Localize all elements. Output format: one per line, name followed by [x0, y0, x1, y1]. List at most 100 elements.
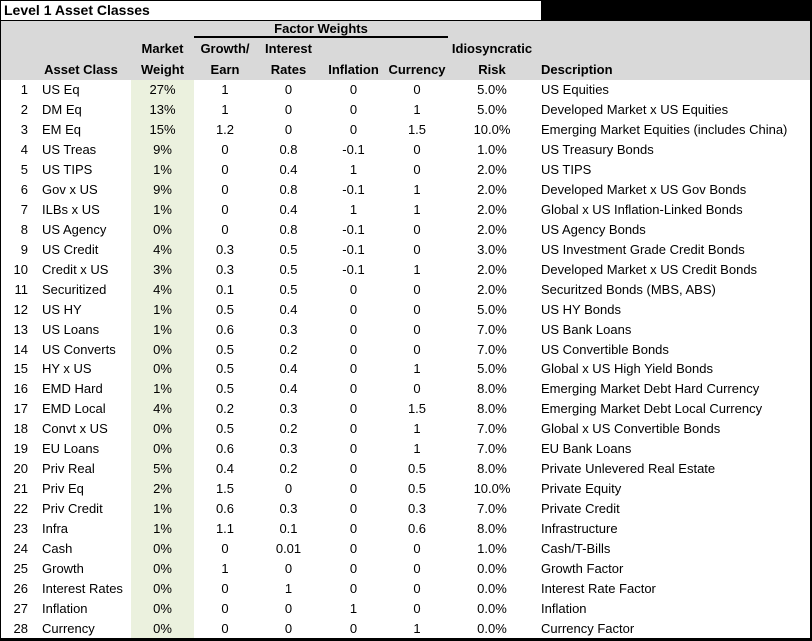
interest-rates-cell: 0 — [284, 600, 293, 616]
row-number: 14 — [13, 341, 28, 357]
currency-cell: 0 — [413, 82, 421, 98]
currency-cell: 1 — [413, 182, 421, 198]
interest-rates-cell: 0.5 — [279, 281, 298, 297]
growth-earn-cell: 0.2 — [215, 401, 235, 417]
table-row: 22 Priv Credit 1% 0.6 0.3 0 0.3 7.0% Pri… — [1, 498, 810, 519]
description-cell: Emerging Market Debt Local Currency — [541, 401, 763, 417]
table-row: 3 EM Eq 15% 1.2 0 0 1.5 10.0% Emerging M… — [1, 119, 810, 140]
market-weight-cell: 1% — [131, 199, 194, 220]
inflation-cell: 0 — [349, 361, 358, 377]
table-row: 16 EMD Hard 1% 0.5 0.4 0 0 8.0% Emerging… — [1, 378, 810, 399]
interest-rates-cell: 0.2 — [279, 341, 298, 357]
table-row: 21 Priv Eq 2% 1.5 0 0 0.5 10.0% Private … — [1, 478, 810, 499]
row-number: 28 — [13, 620, 28, 636]
growth-earn-cell: 0 — [221, 182, 229, 198]
table-row: 5 US TIPS 1% 0 0.4 1 0 2.0% US TIPS — [1, 159, 810, 180]
row-number: 13 — [13, 321, 28, 337]
row-number: 9 — [20, 241, 28, 257]
asset-class-cell: Interest Rates — [42, 580, 123, 596]
asset-class-cell: EMD Hard — [42, 381, 103, 397]
row-number: 11 — [14, 281, 29, 297]
growth-earn-cell: 0 — [221, 202, 229, 218]
interest-rates-cell: 0.5 — [279, 261, 298, 277]
market-weight-cell: 0% — [131, 558, 194, 579]
idiosyncratic-risk-cell: 2.0% — [477, 281, 507, 297]
market-weight-cell: 9% — [131, 139, 194, 160]
growth-earn-cell: 0.1 — [215, 281, 235, 297]
table-row: 23 Infra 1% 1.1 0.1 0 0.6 8.0% Infrastru… — [1, 518, 810, 539]
description-cell: Global x US Inflation-Linked Bonds — [541, 202, 743, 218]
inflation-cell: 1 — [349, 162, 358, 178]
idiosyncratic-risk-cell: 10.0% — [473, 481, 511, 497]
table-row: 19 EU Loans 0% 0.6 0.3 0 1 7.0% EU Bank … — [1, 438, 810, 459]
interest-rates-cell: 0 — [284, 122, 293, 138]
growth-earn-cell: 1.1 — [215, 520, 235, 536]
interest-rates-cell: 0.8 — [279, 221, 298, 237]
idiosyncratic-risk-cell: 1.0% — [477, 540, 507, 556]
description-cell: Currency Factor — [541, 620, 635, 636]
table-header: Factor Weights Market Growth/ Interest I… — [1, 21, 810, 80]
asset-class-cell: US Treas — [42, 142, 97, 158]
market-weight-cell: 9% — [131, 179, 194, 200]
currency-cell: 0 — [413, 341, 421, 357]
header-description: Description — [541, 62, 613, 77]
interest-rates-cell: 0.3 — [279, 500, 298, 516]
market-weight-cell: 1% — [131, 378, 194, 399]
currency-cell: 0.6 — [407, 520, 427, 536]
asset-class-cell: US HY — [42, 301, 82, 317]
table-row: 11 Securitized 4% 0.1 0.5 0 0 2.0% Secur… — [1, 279, 810, 300]
inflation-cell: 0 — [349, 102, 358, 118]
market-weight-cell: 2% — [131, 478, 194, 499]
market-weight-cell: 0% — [131, 219, 194, 240]
idiosyncratic-risk-cell: 2.0% — [477, 182, 507, 198]
currency-cell: 0 — [413, 580, 421, 596]
inflation-cell: 0 — [349, 82, 358, 98]
inflation-cell: -0.1 — [342, 241, 365, 257]
row-number: 1 — [20, 82, 28, 98]
growth-earn-cell: 0.6 — [215, 321, 235, 337]
market-weight-cell: 1% — [131, 319, 194, 340]
market-weight-cell: 1% — [131, 299, 194, 320]
row-number: 5 — [20, 162, 28, 178]
growth-earn-cell: 0.5 — [215, 421, 235, 437]
interest-rates-cell: 0.3 — [279, 321, 298, 337]
market-weight-cell: 0% — [131, 598, 194, 619]
currency-cell: 0 — [413, 381, 421, 397]
inflation-cell: 0 — [349, 520, 358, 536]
table-row: 1 US Eq 27% 1 0 0 0 5.0% US Equities — [1, 80, 810, 100]
row-number: 2 — [20, 102, 28, 118]
description-cell: Private Equity — [541, 481, 622, 497]
currency-cell: 1 — [413, 620, 421, 636]
asset-class-cell: US Agency — [42, 221, 107, 237]
description-cell: Cash/T-Bills — [541, 540, 611, 556]
growth-earn-cell: 0.4 — [215, 461, 235, 477]
description-cell: Infrastructure — [541, 520, 618, 536]
idiosyncratic-risk-cell: 7.0% — [477, 321, 507, 337]
row-number: 24 — [13, 540, 28, 556]
row-number: 23 — [13, 520, 28, 536]
description-cell: US Bank Loans — [541, 321, 632, 337]
idiosyncratic-risk-cell: 1.0% — [477, 142, 507, 158]
description-cell: Emerging Market Debt Hard Currency — [541, 381, 760, 397]
currency-cell: 0.5 — [407, 481, 427, 497]
page-title: Level 1 Asset Classes — [1, 0, 542, 21]
header-currency: Currency — [388, 62, 446, 77]
inflation-cell: 0 — [349, 500, 358, 516]
currency-cell: 1 — [413, 361, 421, 377]
inflation-cell: 0 — [349, 381, 358, 397]
growth-earn-cell: 0.5 — [215, 381, 235, 397]
description-cell: EU Bank Loans — [541, 441, 632, 457]
growth-earn-cell: 0 — [221, 540, 229, 556]
interest-rates-cell: 1 — [284, 580, 293, 596]
inflation-cell: 0 — [349, 421, 358, 437]
market-weight-cell: 4% — [131, 279, 194, 300]
row-number: 3 — [20, 122, 28, 138]
table-row: 18 Convt x US 0% 0.5 0.2 0 1 7.0% Global… — [1, 418, 810, 439]
table-row: 14 US Converts 0% 0.5 0.2 0 0 7.0% US Co… — [1, 339, 810, 359]
row-number: 4 — [20, 142, 28, 158]
interest-rates-cell: 0.4 — [279, 202, 298, 218]
asset-class-cell: DM Eq — [42, 102, 82, 118]
market-weight-cell: 1% — [131, 159, 194, 180]
idiosyncratic-risk-cell: 2.0% — [477, 202, 507, 218]
market-weight-cell: 15% — [131, 119, 194, 140]
